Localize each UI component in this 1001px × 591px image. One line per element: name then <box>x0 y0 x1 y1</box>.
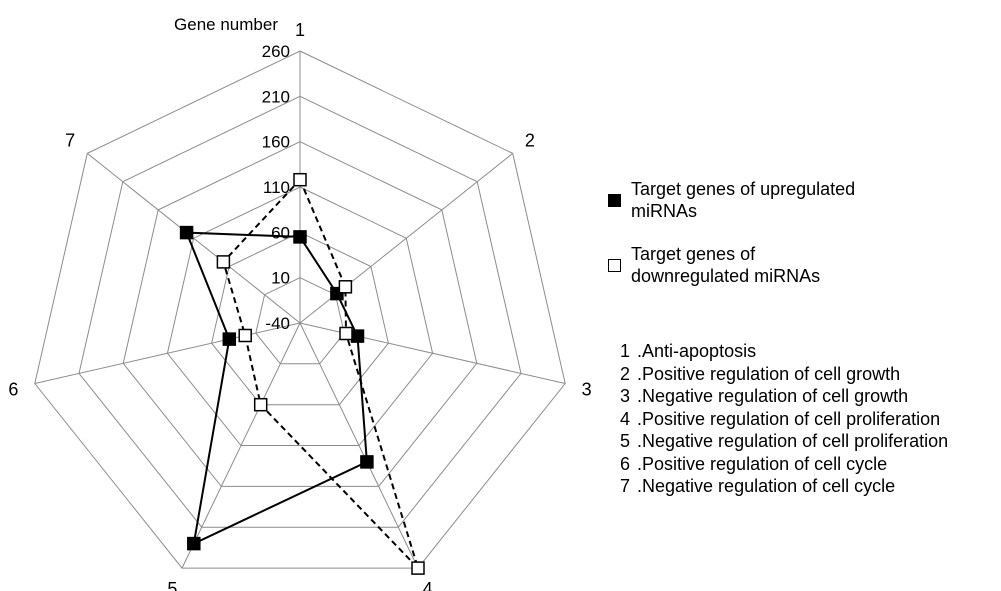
grid-ring <box>34 50 566 569</box>
tick-label: 160 <box>262 133 290 152</box>
radar-labels: -40 10 60 110 160 210 260 Gene number 1 2 3 4 5 6 7 <box>8 15 591 591</box>
marker-filled-1 <box>293 230 307 244</box>
tick-label: 110 <box>263 178 290 197</box>
radar-series <box>179 172 425 575</box>
marker-open-3 <box>339 326 353 341</box>
grid-spoke <box>34 322 301 384</box>
marker-open-1 <box>293 172 307 187</box>
marker-filled-6 <box>222 332 237 346</box>
marker-open-2 <box>338 280 353 294</box>
radar-grid <box>34 50 566 569</box>
category-key-list: 1. Anti-apoptosis 2. Positive regulation o… <box>620 340 948 498</box>
category-label-4: 4 <box>423 579 433 591</box>
legend-open-square-icon <box>608 259 621 272</box>
grid-spoke <box>181 322 301 569</box>
marker-open-7 <box>216 255 231 269</box>
marker-filled-4 <box>360 455 374 469</box>
category-label-5: 5 <box>167 579 177 591</box>
legend-label-downregulated: Target genes of downregulated miRNAs <box>631 244 821 286</box>
grid-spoke <box>86 153 301 324</box>
grid-ring <box>78 95 522 528</box>
category-key-item: 7. Negative regulation of cell cycle <box>620 476 896 496</box>
grid-ring <box>255 277 345 365</box>
tick-label: 210 <box>262 87 290 106</box>
grid-ring <box>211 231 389 406</box>
category-key-item: 5. Negative regulation of cell proliferat… <box>620 431 949 451</box>
legend-filled-square-icon <box>608 194 621 207</box>
category-key-item: 6. Positive regulation of cell cycle <box>620 453 888 474</box>
tick-label: 10 <box>271 269 290 288</box>
category-label-1: 1 <box>295 20 305 40</box>
marker-open-6 <box>238 328 252 343</box>
legend-entry-downregulated: Target genes of downregulated miRNAs <box>608 243 871 287</box>
marker-open-5 <box>253 397 268 412</box>
legend-entry-upregulated: Target genes of upregulated miRNAs <box>608 178 871 222</box>
category-key-item: 3. Negative regulation of cell growth <box>620 386 909 406</box>
series-line-1 <box>185 231 368 546</box>
category-key-item: 4. Positive regulation of cell proliferat… <box>620 408 941 429</box>
tick-label: -40 <box>265 314 290 333</box>
marker-filled-3 <box>350 329 365 343</box>
axis-title: Gene number <box>174 15 278 34</box>
category-label-2: 2 <box>525 131 535 151</box>
series-line-2 <box>222 177 419 569</box>
grid-ring <box>166 186 434 446</box>
grid-spoke <box>299 322 419 569</box>
legend-label-upregulated: Target genes of upregulated miRNAs <box>631 179 856 221</box>
category-key-item: 1. Anti-apoptosis <box>620 341 757 361</box>
marker-open-4 <box>411 561 425 575</box>
radar-chart: -40 10 60 110 160 210 260 Gene number 1 2 3 4 5 6 7 <box>8 15 591 591</box>
category-key-item: 2. Positive regulation of cell growth <box>620 363 901 384</box>
marker-filled-7 <box>179 225 194 240</box>
category-label-3: 3 <box>582 379 592 399</box>
category-label-6: 6 <box>8 379 18 399</box>
tick-label: 260 <box>262 42 290 61</box>
grid-ring <box>122 141 478 487</box>
category-label-7: 7 <box>65 131 75 151</box>
marker-filled-5 <box>187 536 201 551</box>
tick-label: 60 <box>271 223 290 242</box>
